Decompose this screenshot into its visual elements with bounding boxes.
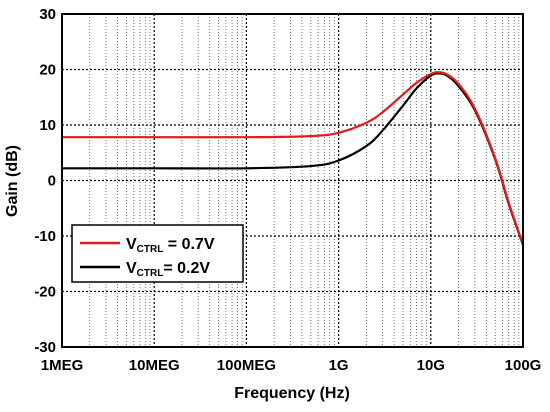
y-tick-label: 30 [39,6,56,23]
legend-label-0-main: V [126,236,137,253]
x-tick-label: 100G [505,357,542,374]
legend-label-0-sub: CTRL [137,244,164,255]
legend-label-series-0: VCTRL = 0.7V [126,236,215,255]
x-tick-label: 10G [417,357,445,374]
y-axis-label: Gain (dB) [4,145,21,217]
y-tick-label: -20 [34,284,56,301]
series-line-0 [62,71,525,245]
legend-label-0-rest: = 0.7V [163,236,214,253]
legend-label-series-1: VCTRL= 0.2V [126,260,210,279]
x-tick-label: 1MEG [41,357,84,374]
series-layer [61,71,525,246]
x-axis-label: Frequency (Hz) [234,385,350,402]
y-tick-label: 10 [39,117,56,134]
x-tick-labels: 1MEG 10MEG 100MEG 1G 10G 100G [41,357,542,374]
x-tick-label: 10MEG [129,357,180,374]
plot-frame [61,13,524,348]
legend-label-1-main: V [126,260,137,277]
y-tick-labels: 30 20 10 0 -10 -20 -30 [34,6,56,356]
y-tick-label: 0 [48,173,56,190]
y-tick-label: -30 [34,339,56,356]
x-tick-label: 100MEG [217,357,276,374]
legend-box [71,224,244,283]
legend: VCTRL = 0.7V VCTRL= 0.2V [71,224,244,283]
y-tick-label: 20 [39,62,56,79]
legend-label-1-rest: = 0.2V [163,260,210,277]
x-tick-label: 1G [329,357,349,374]
legend-label-1-sub: CTRL [137,268,164,279]
y-tick-label: -10 [34,228,56,245]
